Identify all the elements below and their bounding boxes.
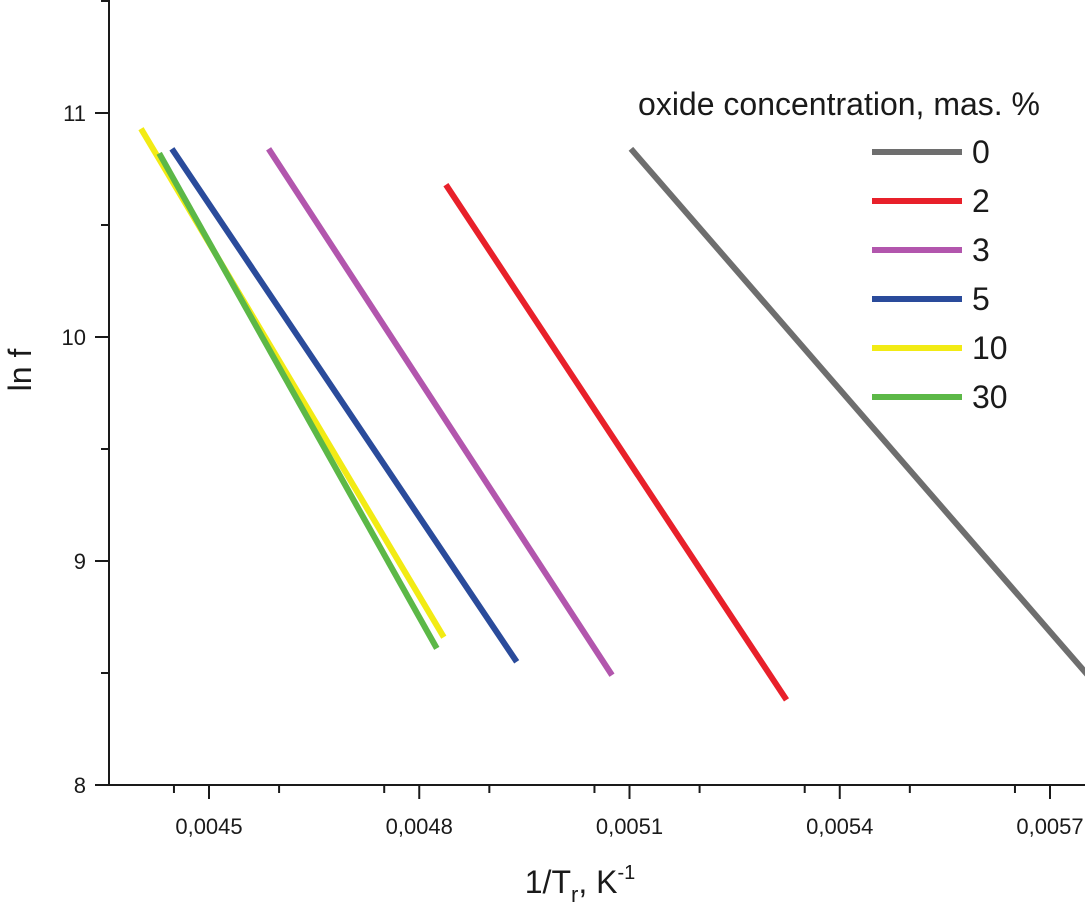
- y-tick-label: 9: [74, 549, 86, 574]
- x-tick-label: 0,0048: [386, 814, 453, 839]
- x-tick-label: 0,0045: [175, 814, 242, 839]
- y-tick-label: 11: [63, 101, 86, 126]
- x-axis-title-sub: r: [571, 882, 578, 907]
- x-axis-title-exp: -1: [617, 862, 635, 884]
- y-tick-label: 8: [74, 773, 86, 798]
- series-group: [138, 127, 1085, 702]
- x-axis-title-unit: , K: [578, 864, 617, 900]
- series-line-30: [156, 151, 440, 650]
- legend-title: oxide concentration, mas. %: [638, 86, 1040, 122]
- legend: 0 2 3 5 10 30: [872, 134, 1008, 415]
- series-line-5: [169, 147, 520, 664]
- legend-label-3: 3: [972, 232, 990, 268]
- legend-label-30: 30: [972, 379, 1008, 415]
- x-tick-label: 0,0054: [806, 814, 873, 839]
- legend-label-0: 0: [972, 134, 990, 170]
- series-line-0: [628, 146, 1085, 677]
- series-line-3: [266, 147, 615, 677]
- ticks: 0,0045 0,0048 0,0051 0,0054 0,0057 8 9 10 11: [62, 0, 1084, 839]
- x-axis-title: 1/Tr, K-1: [525, 862, 635, 907]
- x-tick-label: 0,0051: [596, 814, 663, 839]
- x-tick-label: 0,0057: [1016, 814, 1083, 839]
- legend-label-10: 10: [972, 330, 1008, 366]
- y-tick-label: 10: [62, 325, 86, 350]
- y-axis-title: ln f: [2, 349, 38, 392]
- legend-label-2: 2: [972, 183, 990, 219]
- series-line-2: [443, 183, 790, 702]
- legend-label-5: 5: [972, 281, 990, 317]
- x-axis-title-main: 1/T: [525, 864, 571, 900]
